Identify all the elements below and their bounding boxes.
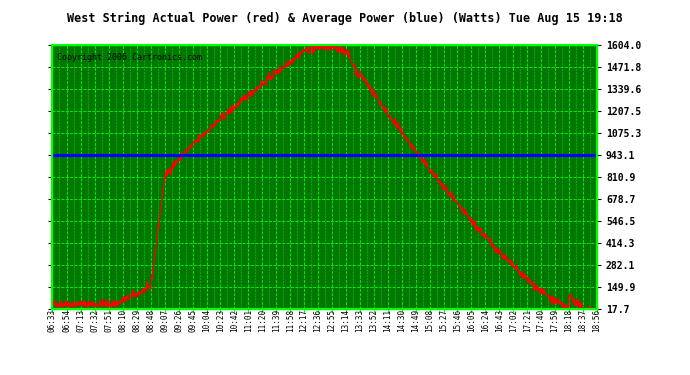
Text: 09:26: 09:26: [174, 309, 183, 333]
Text: 17:59: 17:59: [551, 309, 560, 333]
Text: 08:10: 08:10: [119, 309, 128, 333]
Text: 08:29: 08:29: [132, 309, 141, 333]
Text: 13:33: 13:33: [355, 309, 364, 333]
Text: 16:24: 16:24: [481, 309, 490, 333]
Text: 07:51: 07:51: [104, 309, 113, 333]
Text: 18:18: 18:18: [564, 309, 573, 333]
Text: 07:13: 07:13: [77, 309, 86, 333]
Text: 07:32: 07:32: [90, 309, 99, 333]
Text: 14:11: 14:11: [383, 309, 392, 333]
Text: 11:20: 11:20: [258, 309, 267, 333]
Text: 18:56: 18:56: [592, 309, 602, 333]
Text: 18:37: 18:37: [578, 309, 587, 333]
Text: 10:42: 10:42: [230, 309, 239, 333]
Text: 17:21: 17:21: [522, 309, 532, 333]
Text: West String Actual Power (red) & Average Power (blue) (Watts) Tue Aug 15 19:18: West String Actual Power (red) & Average…: [67, 12, 623, 24]
Text: 17:02: 17:02: [509, 309, 518, 333]
Text: 10:23: 10:23: [216, 309, 225, 333]
Text: 13:52: 13:52: [369, 309, 378, 333]
Text: 12:55: 12:55: [328, 309, 337, 333]
Text: 11:58: 11:58: [286, 309, 295, 333]
Text: Copyright 2006 Cartronics.com: Copyright 2006 Cartronics.com: [57, 53, 202, 62]
Text: 11:39: 11:39: [272, 309, 281, 333]
Text: 15:46: 15:46: [453, 309, 462, 333]
Text: 12:36: 12:36: [313, 309, 322, 333]
Text: 17:40: 17:40: [537, 309, 546, 333]
Text: 15:27: 15:27: [439, 309, 448, 333]
Text: 09:45: 09:45: [188, 309, 197, 333]
Text: 15:08: 15:08: [425, 309, 434, 333]
Text: 09:07: 09:07: [160, 309, 169, 333]
Text: 16:05: 16:05: [467, 309, 476, 333]
Text: 12:17: 12:17: [299, 309, 308, 333]
Text: 11:01: 11:01: [244, 309, 253, 333]
Text: 10:04: 10:04: [202, 309, 211, 333]
Text: 14:49: 14:49: [411, 309, 420, 333]
Text: 08:48: 08:48: [146, 309, 155, 333]
Text: 13:14: 13:14: [342, 309, 351, 333]
Text: 06:54: 06:54: [63, 309, 72, 333]
Text: 16:43: 16:43: [495, 309, 504, 333]
Text: 14:30: 14:30: [397, 309, 406, 333]
Text: 06:33: 06:33: [47, 309, 57, 333]
